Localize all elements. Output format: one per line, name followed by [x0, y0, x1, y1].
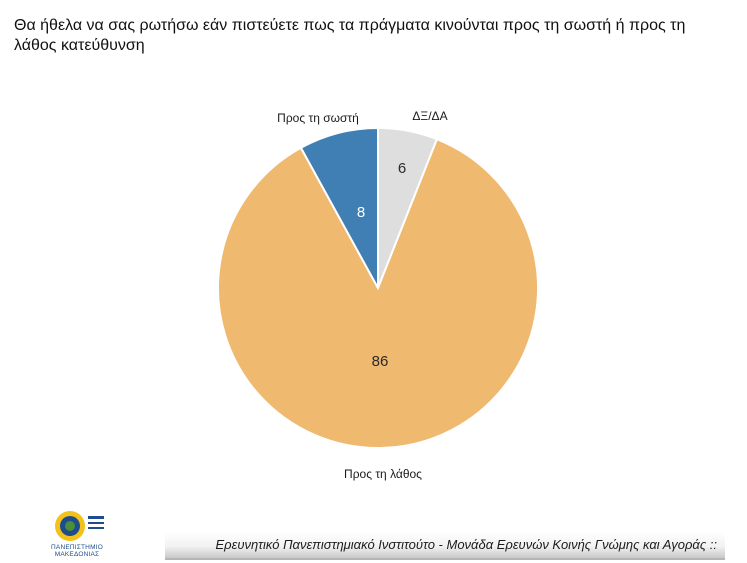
slice-label-dk-na: ΔΞ/ΔΑ [412, 109, 447, 123]
slice-value-dk-na: 6 [398, 160, 406, 177]
footer-text: Ερευνητικό Πανεπιστημιακό Ινστιτούτο - Μ… [215, 537, 717, 552]
slice-value-right: 8 [357, 204, 365, 221]
slice-value-wrong: 86 [372, 353, 389, 370]
university-logo: ΠΑΝΕΠΙΣΤΗΜΙΟ ΜΑΚΕΔΟΝΙΑΣ [46, 508, 136, 560]
pie-slice-right [299, 126, 379, 289]
chart-title: Θα ήθελα να σας ρωτήσω εάν πιστεύετε πως… [14, 17, 686, 54]
footer-bar: Ερευνητικό Πανεπιστημιακό Ινστιτούτο - Μ… [165, 532, 725, 560]
slice-label-wrong: Προς τη λάθος [344, 467, 422, 481]
slice-label-right: Προς τη σωστή [277, 111, 359, 125]
logo-caption: ΠΑΝΕΠΙΣΤΗΜΙΟ ΜΑΚΕΔΟΝΙΑΣ [51, 544, 103, 558]
pie-slice-wrong [217, 137, 539, 449]
logo-emblem [55, 511, 104, 541]
